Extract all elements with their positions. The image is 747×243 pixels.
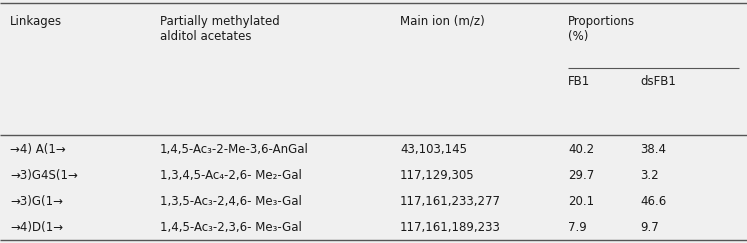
Text: 9.7: 9.7 [640, 221, 659, 234]
Text: 117,161,233,277: 117,161,233,277 [400, 195, 501, 208]
Text: 29.7: 29.7 [568, 169, 595, 182]
Text: Main ion (m/z): Main ion (m/z) [400, 15, 485, 28]
Text: Linkages: Linkages [10, 15, 62, 28]
Text: 43,103,145: 43,103,145 [400, 143, 467, 156]
Text: Partially methylated
alditol acetates: Partially methylated alditol acetates [160, 15, 279, 43]
Text: 40.2: 40.2 [568, 143, 594, 156]
Text: dsFB1: dsFB1 [640, 75, 676, 88]
Text: 1,3,5-Ac₃-2,4,6- Me₃-Gal: 1,3,5-Ac₃-2,4,6- Me₃-Gal [160, 195, 302, 208]
Text: Proportions
(%): Proportions (%) [568, 15, 635, 43]
Text: 1,3,4,5-Ac₄-2,6- Me₂-Gal: 1,3,4,5-Ac₄-2,6- Me₂-Gal [160, 169, 302, 182]
Text: 117,161,189,233: 117,161,189,233 [400, 221, 501, 234]
Text: →3)G(1→: →3)G(1→ [10, 195, 63, 208]
Text: →4)D(1→: →4)D(1→ [10, 221, 63, 234]
Text: 20.1: 20.1 [568, 195, 594, 208]
Text: →4) A(1→: →4) A(1→ [10, 143, 66, 156]
Text: 117,129,305: 117,129,305 [400, 169, 474, 182]
Text: FB1: FB1 [568, 75, 590, 88]
Text: 7.9: 7.9 [568, 221, 586, 234]
Text: 3.2: 3.2 [640, 169, 659, 182]
Text: →3)G4S(1→: →3)G4S(1→ [10, 169, 78, 182]
Text: 1,4,5-Ac₃-2-Me-3,6-AnGal: 1,4,5-Ac₃-2-Me-3,6-AnGal [160, 143, 309, 156]
Text: 1,4,5-Ac₃-2,3,6- Me₃-Gal: 1,4,5-Ac₃-2,3,6- Me₃-Gal [160, 221, 302, 234]
Text: 46.6: 46.6 [640, 195, 666, 208]
Text: 38.4: 38.4 [640, 143, 666, 156]
